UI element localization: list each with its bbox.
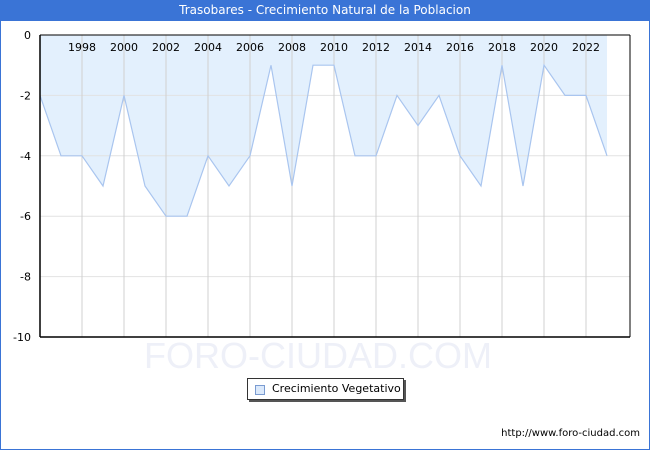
x-tick-label: 2014 xyxy=(404,41,432,54)
y-tick-label: 0 xyxy=(24,29,31,42)
legend-swatch-icon xyxy=(255,385,265,395)
x-tick-label: 2008 xyxy=(278,41,306,54)
x-tick-label: 2010 xyxy=(320,41,348,54)
area-fill xyxy=(40,35,607,217)
y-tick-label: -2 xyxy=(20,89,31,102)
y-tick-label: -6 xyxy=(20,210,31,223)
x-tick-label: 2002 xyxy=(152,41,180,54)
x-tick-label: 2012 xyxy=(362,41,390,54)
legend: Crecimiento Vegetativo xyxy=(247,378,404,400)
x-tick-label: 2022 xyxy=(572,41,600,54)
watermark: FORO-CIUDAD.COM xyxy=(144,335,492,376)
x-tick-label: 2006 xyxy=(236,41,264,54)
chart-title: Trasobares - Crecimiento Natural de la P… xyxy=(0,0,650,21)
x-tick-label: 1998 xyxy=(68,41,96,54)
x-tick-label: 2016 xyxy=(446,41,474,54)
x-tick-label: 2018 xyxy=(488,41,516,54)
source-url: http://www.foro-ciudad.com xyxy=(501,428,640,439)
y-tick-label: -10 xyxy=(13,331,31,344)
series-line xyxy=(39,63,608,217)
legend-label: Crecimiento Vegetativo xyxy=(272,382,401,395)
x-tick-label: 2020 xyxy=(530,41,558,54)
y-tick-label: -8 xyxy=(20,271,31,284)
y-tick-label: -4 xyxy=(20,150,31,163)
x-tick-label: 2000 xyxy=(110,41,138,54)
x-tick-label: 2004 xyxy=(194,41,222,54)
